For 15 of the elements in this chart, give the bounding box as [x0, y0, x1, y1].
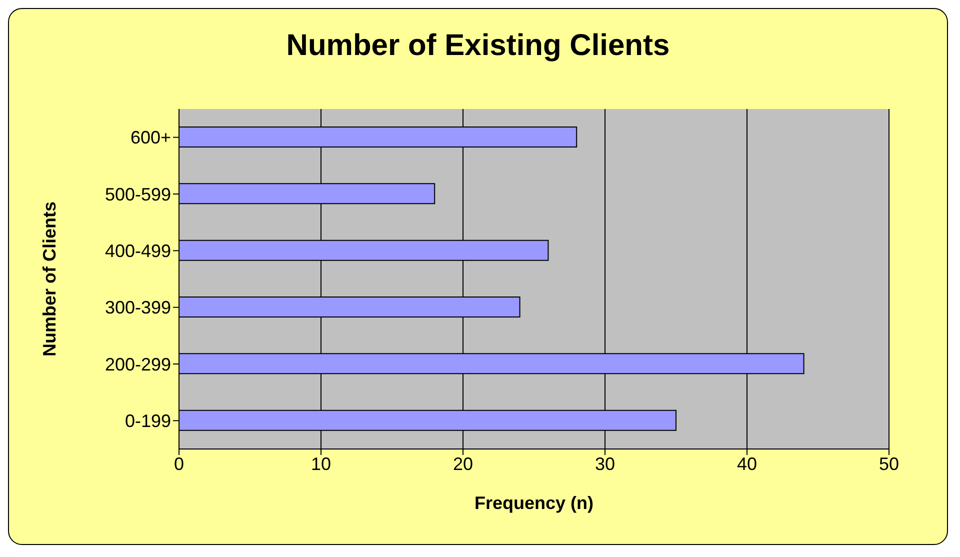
- y-tick-label: 300-399: [104, 298, 171, 318]
- y-tick-label: 0-199: [124, 411, 171, 432]
- x-tick-label: 0: [174, 454, 184, 474]
- x-tick-label: 40: [736, 454, 758, 474]
- y-axis-title: Number of Clients: [39, 201, 60, 357]
- x-tick-label: 50: [878, 454, 900, 474]
- x-tick-label: 30: [594, 454, 616, 474]
- y-tick-label: 400-499: [104, 241, 171, 262]
- x-tick-label: 10: [310, 454, 332, 474]
- chart-title: Number of Existing Clients: [285, 28, 671, 64]
- x-axis-title: Frequency (n): [474, 493, 594, 513]
- y-tick-label: 200-299: [104, 354, 171, 374]
- y-tick-label: 600+: [130, 128, 171, 148]
- y-tick-label: 500-599: [104, 184, 171, 204]
- x-tick-label: 20: [452, 454, 474, 474]
